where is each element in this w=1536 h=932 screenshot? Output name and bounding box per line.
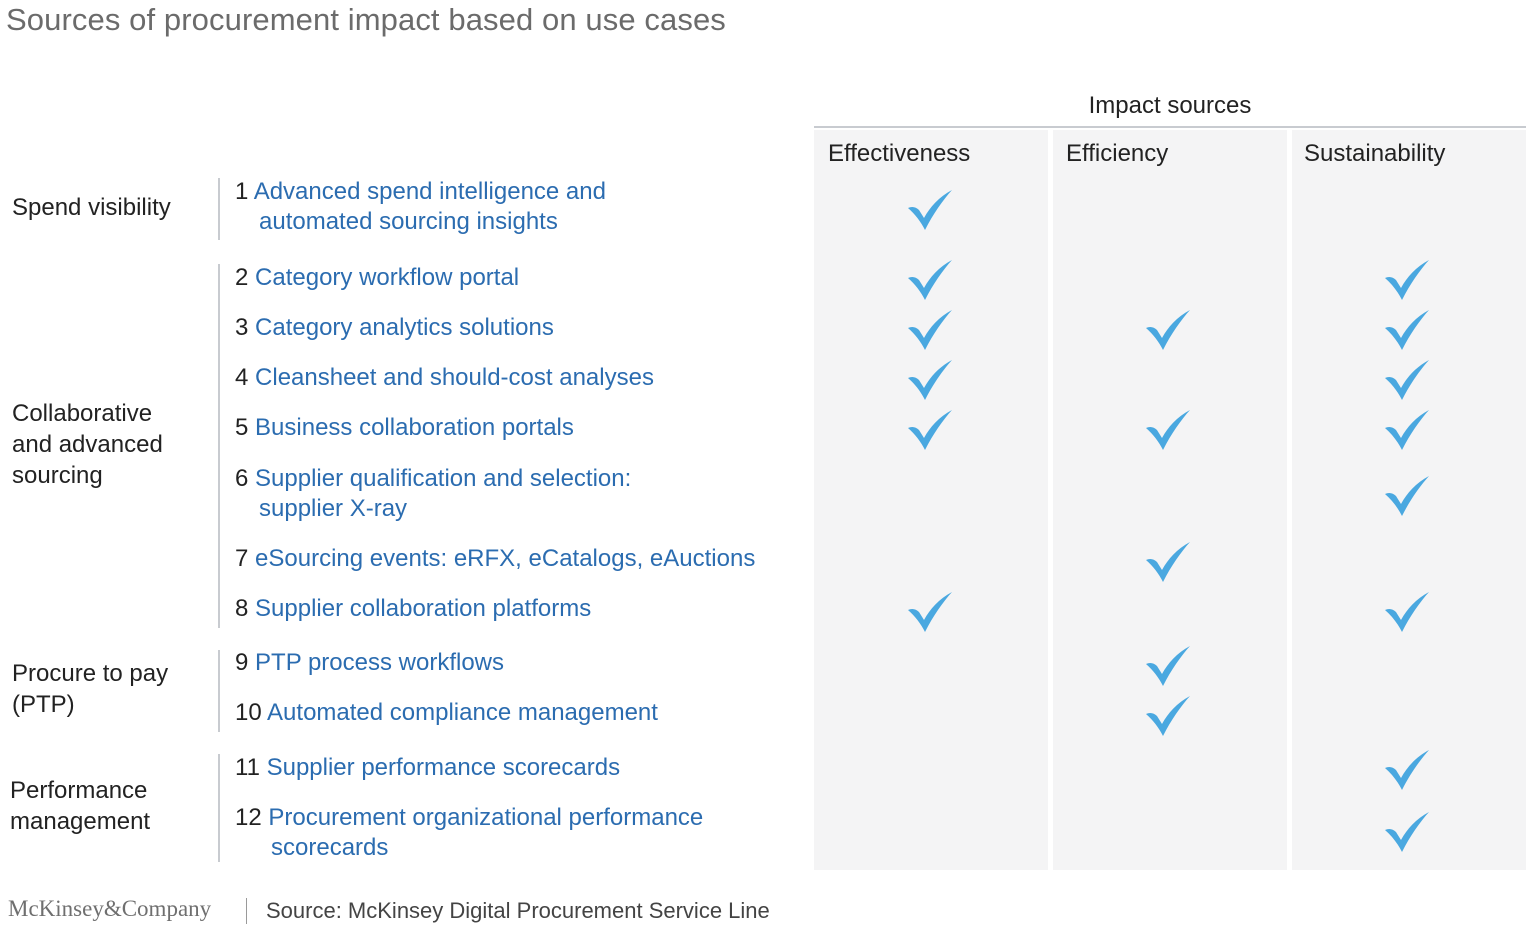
column-bg-efficiency: [1053, 130, 1287, 870]
group-divider-spend-visibility: [218, 178, 220, 240]
check-icon: [1144, 644, 1194, 688]
use-case-title: Advanced spend intelligence: [253, 178, 560, 205]
group-label-procure-to-pay: Procure to pay (PTP): [12, 658, 168, 720]
use-case-title-rest: and: [559, 178, 606, 205]
source-note: Source: McKinsey Digital Procurement Ser…: [266, 898, 770, 923]
use-case-title-line2: automated sourcing insights: [259, 208, 558, 235]
check-icon: [1144, 408, 1194, 452]
check-icon: [1383, 748, 1433, 792]
group-label-line: sourcing: [12, 462, 103, 489]
check-icon: [906, 308, 956, 352]
check-icon: [1383, 258, 1433, 302]
row-number: 10: [235, 699, 262, 726]
use-case-row-5: 5 Business collaboration portals: [235, 413, 574, 443]
use-case-row-8: 8 Supplier collaboration platforms: [235, 594, 591, 624]
use-case-row-9: 9 PTP process workflows: [235, 648, 504, 678]
check-icon: [906, 258, 956, 302]
row-number: 2: [235, 264, 249, 291]
row-number: 3: [235, 314, 249, 341]
row-number: 12: [235, 804, 262, 831]
column-header-sustainability: Sustainability: [1304, 140, 1446, 167]
use-case-row-3: 3 Category analytics solutions: [235, 313, 554, 343]
use-case-title: Cleansheet and should-cost analyses: [255, 364, 654, 391]
column-bg-effectiveness: [814, 130, 1048, 870]
use-case-title: Procurement organizational performance: [268, 804, 704, 831]
use-case-row-12: 12 Procurement organizational performanc…: [235, 803, 703, 863]
use-case-title: Category workflow portal: [255, 264, 520, 291]
check-icon: [1144, 540, 1194, 584]
use-case-title: Supplier collaboration platforms: [255, 595, 592, 622]
row-number: 8: [235, 595, 249, 622]
use-case-title-line2: scorecards: [271, 834, 389, 861]
check-icon: [1383, 308, 1433, 352]
check-icon: [1144, 308, 1194, 352]
check-icon: [1144, 694, 1194, 738]
impact-header-rule: [814, 126, 1526, 128]
impact-sources-header: Impact sources: [1088, 92, 1252, 119]
check-icon: [1383, 810, 1433, 854]
check-icon: [906, 590, 956, 634]
page-title: Sources of procurement impact based on u…: [6, 2, 726, 37]
row-number: 1: [235, 178, 249, 205]
use-case-row-11: 11 Supplier performance scorecards: [235, 753, 620, 783]
footer-separator: [246, 898, 247, 924]
group-label-line: (PTP): [12, 691, 75, 718]
use-case-title: Supplier qualification and selection:: [255, 465, 632, 492]
mckinsey-logo: McKinsey&Company: [8, 896, 212, 921]
use-case-row-10: 10 Automated compliance management: [235, 698, 658, 728]
use-case-title: Business collaboration portals: [255, 414, 574, 441]
use-case-row-1: 1 Advanced spend intelligence and automa…: [235, 177, 606, 237]
column-header-efficiency: Efficiency: [1066, 140, 1169, 167]
use-case-title: Automated compliance management: [267, 699, 658, 726]
group-label-line: Procure to pay: [12, 660, 169, 687]
check-icon: [1383, 408, 1433, 452]
group-label-line: Spend visibility: [12, 194, 171, 221]
row-number: 6: [235, 465, 249, 492]
use-case-title: Supplier performance scorecards: [266, 754, 621, 781]
check-icon: [1383, 474, 1433, 518]
group-divider-performance-management: [218, 754, 220, 862]
check-icon: [906, 358, 956, 402]
use-case-row-6: 6 Supplier qualification and selection: …: [235, 464, 631, 524]
row-number: 9: [235, 649, 249, 676]
row-number: 11: [235, 754, 260, 781]
group-label-line: and advanced: [12, 431, 163, 458]
use-case-row-2: 2 Category workflow portal: [235, 263, 519, 293]
group-label-line: Performance: [10, 777, 148, 804]
use-case-title: Category analytics solutions: [255, 314, 554, 341]
check-icon: [1383, 358, 1433, 402]
use-case-title: eSourcing events:: [255, 545, 448, 572]
check-icon: [906, 188, 956, 232]
use-case-row-4: 4 Cleansheet and should-cost analyses: [235, 363, 654, 393]
check-icon: [906, 408, 956, 452]
group-label-line: management: [10, 808, 151, 835]
use-case-title: PTP process workflows: [255, 649, 504, 676]
row-number: 4: [235, 364, 249, 391]
column-header-effectiveness: Effectiveness: [828, 140, 971, 167]
row-number: 5: [235, 414, 249, 441]
group-divider-collaborative-sourcing: [218, 264, 220, 628]
check-icon: [1383, 590, 1433, 634]
group-label-spend-visibility: Spend visibility: [12, 192, 171, 223]
group-label-line: Collaborative: [12, 400, 153, 427]
use-case-title-rest: eRFX, eCatalogs, eAuctions: [447, 545, 756, 572]
use-case-title-line2: supplier X-ray: [259, 495, 408, 522]
group-divider-procure-to-pay: [218, 650, 220, 732]
group-label-collaborative-sourcing: Collaborative and advanced sourcing: [12, 398, 163, 491]
group-label-performance-management: Performance management: [10, 775, 150, 837]
use-case-row-7: 7 eSourcing events: eRFX, eCatalogs, eAu…: [235, 544, 755, 574]
row-number: 7: [235, 545, 249, 572]
